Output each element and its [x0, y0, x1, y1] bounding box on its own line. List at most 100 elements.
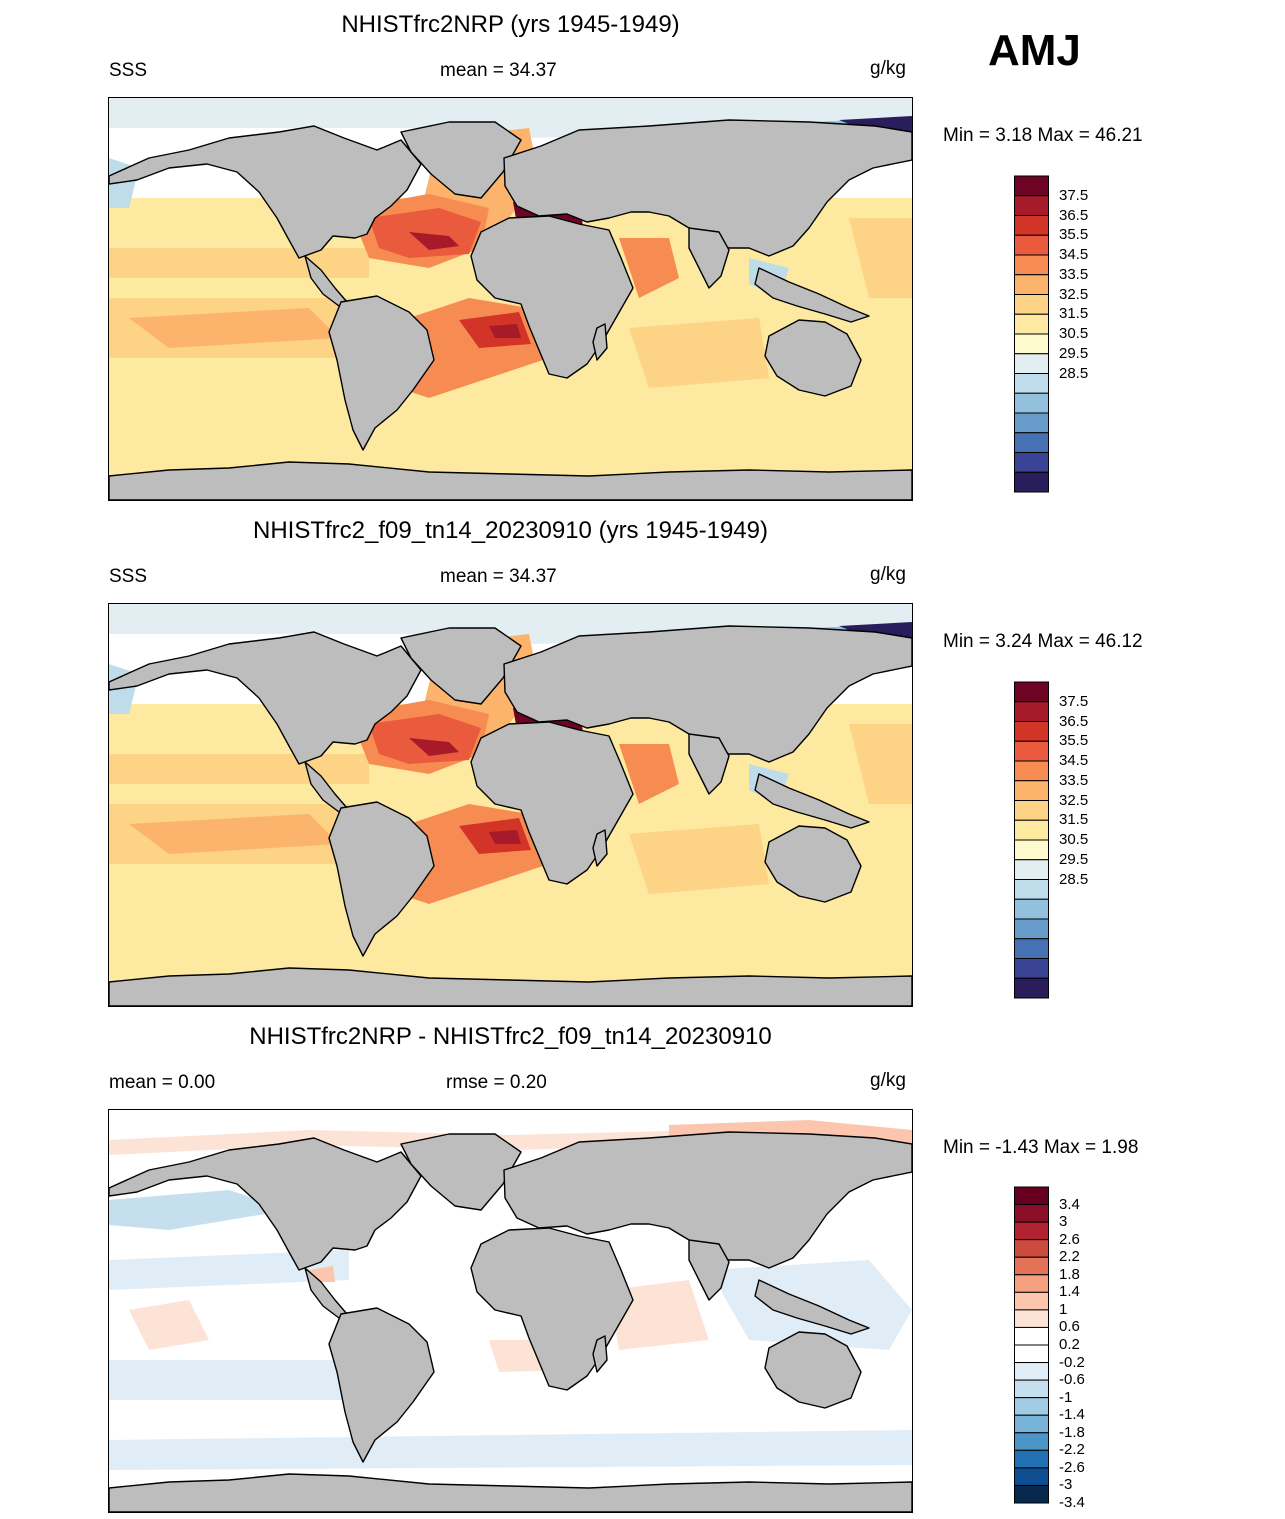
colorbar-box: [1014, 1204, 1049, 1223]
colorbar-box: [1014, 1221, 1049, 1241]
colorbar-box: [1014, 452, 1049, 473]
contour-patch: [629, 824, 769, 894]
min-max-label: Min = 3.24 Max = 46.12: [943, 631, 1143, 652]
colorbar-tick-label: 3.4: [1059, 1195, 1080, 1213]
colorbar-box: [1014, 1397, 1049, 1416]
colorbar-svg: [1014, 681, 1049, 999]
map-sss-2: [108, 603, 913, 1007]
contour-patch: [609, 1280, 709, 1350]
greenland-land: [400, 1133, 522, 1211]
colorbar-box: [1014, 721, 1049, 742]
colorbar-box: [1014, 432, 1049, 453]
antarctica-land: [109, 461, 912, 500]
diff-mean-label: mean = 0.00: [109, 1072, 216, 1093]
india-land: [688, 227, 730, 289]
colorbar: 3.4 3 2.6 2.2 1.8 1.4 1 0.6 0.2 -0.2 -0.6 -1 -1.4 -1.…: [1014, 1186, 1085, 1511]
contour-patch: [129, 308, 339, 348]
units-label: g/kg: [870, 564, 906, 585]
contour-patch: [109, 1430, 912, 1470]
colorbar-tick-label: 2.6: [1059, 1230, 1080, 1248]
colorbar-box: [1014, 1239, 1049, 1258]
contour-patch: [619, 238, 679, 298]
variable-label: SSS: [109, 566, 148, 587]
colorbar-box: [1014, 740, 1049, 762]
colorbar-tick-label: -0.2: [1059, 1353, 1085, 1371]
contour-patch: [489, 324, 521, 338]
africa-land: [470, 721, 634, 885]
min-max-label: Min = -1.43 Max = 1.98: [943, 1137, 1139, 1158]
units-label: g/kg: [870, 1070, 906, 1091]
colorbar-tick-label: 1.4: [1059, 1283, 1080, 1301]
colorbar-box: [1014, 333, 1049, 355]
colorbar-box: [1014, 1432, 1049, 1451]
colorbar-box: [1014, 471, 1049, 493]
colorbar-box: [1014, 800, 1049, 821]
colorbar-box: [1014, 1256, 1049, 1276]
colorbar-box: [1014, 412, 1049, 434]
contour-patch: [619, 744, 679, 804]
contour-patch: [629, 318, 769, 388]
contour-patch: [109, 1190, 289, 1230]
se-asia-islands-land: [754, 1279, 870, 1335]
season-label: AMJ: [988, 26, 1081, 75]
colorbar-tick-label: 32.5: [1059, 285, 1089, 303]
colorbar-tick-label: 1.8: [1059, 1265, 1080, 1283]
contour-patch: [409, 232, 459, 250]
colorbar-box: [1014, 958, 1049, 979]
min-max-label: Min = 3.18 Max = 46.21: [943, 125, 1143, 146]
colorbar-tick-label: -1.8: [1059, 1423, 1085, 1441]
colorbar-box: [1014, 879, 1049, 900]
india-land: [688, 1239, 730, 1301]
colorbar-box: [1014, 373, 1049, 394]
colorbar-box: [1014, 1309, 1049, 1328]
greenland-land: [400, 627, 522, 705]
panel-title: NHISTfrc2NRP - NHISTfrc2_f09_tn14_202309…: [249, 1023, 772, 1050]
north-america-land: [109, 631, 422, 765]
colorbar-tick-label: -3.4: [1059, 1494, 1085, 1511]
colorbar-box: [1014, 898, 1049, 920]
contour-patch: [489, 830, 521, 844]
contour-patch: [109, 248, 369, 278]
map-sss-1: [108, 97, 913, 501]
colorbar-box: [1014, 938, 1049, 959]
se-asia-islands-land: [754, 773, 870, 829]
colorbar-box: [1014, 819, 1049, 841]
south-america-land: [328, 801, 435, 957]
colorbar: 37.5 36.5 35.5 34.5 33.5 32.5 31.5 30.5 29.5 28.5: [1014, 681, 1088, 999]
colorbar-tick-label: -0.6: [1059, 1371, 1085, 1389]
colorbar-box: [1014, 977, 1049, 999]
colorbar-box: [1014, 392, 1049, 414]
eurasia-land: [503, 1131, 912, 1269]
units-label: g/kg: [870, 58, 906, 79]
africa-land: [470, 215, 634, 379]
colorbar-box: [1014, 215, 1049, 236]
india-land: [688, 733, 730, 795]
colorbar-box: [1014, 780, 1049, 801]
colorbar-tick-label: 0.6: [1059, 1318, 1080, 1336]
colorbar-tick-label: 1: [1059, 1300, 1068, 1318]
colorbar-box: [1014, 195, 1049, 216]
colorbar-tick-label: 36.5: [1059, 712, 1089, 730]
mean-label: mean = 34.37: [440, 60, 557, 81]
colorbar-box: [1014, 1379, 1049, 1399]
colorbar-tick-label: -1.4: [1059, 1406, 1085, 1424]
colorbar-tick-label: 32.5: [1059, 791, 1089, 809]
colorbar-tick-label: 30.5: [1059, 831, 1089, 848]
colorbar-box: [1014, 1414, 1049, 1434]
colorbar-box: [1014, 1326, 1049, 1346]
colorbar-box: [1014, 1362, 1049, 1381]
contour-patch: [109, 754, 369, 784]
colorbar-tick-label: 31.5: [1059, 305, 1089, 323]
contour-patch: [129, 1300, 209, 1350]
greenland-land: [400, 121, 522, 199]
colorbar-box: [1014, 681, 1049, 703]
colorbar-box: [1014, 918, 1049, 940]
mean-label: mean = 34.37: [440, 566, 557, 587]
north-america-land: [109, 125, 422, 259]
colorbar-tick-label: 37.5: [1059, 186, 1089, 204]
contour-patch: [849, 218, 912, 298]
colorbar-box: [1014, 1467, 1049, 1486]
colorbar-tick-label: 29.5: [1059, 344, 1089, 362]
colorbar-tick-label: 33.5: [1059, 265, 1089, 283]
colorbar-tick-label: -3: [1059, 1476, 1073, 1494]
